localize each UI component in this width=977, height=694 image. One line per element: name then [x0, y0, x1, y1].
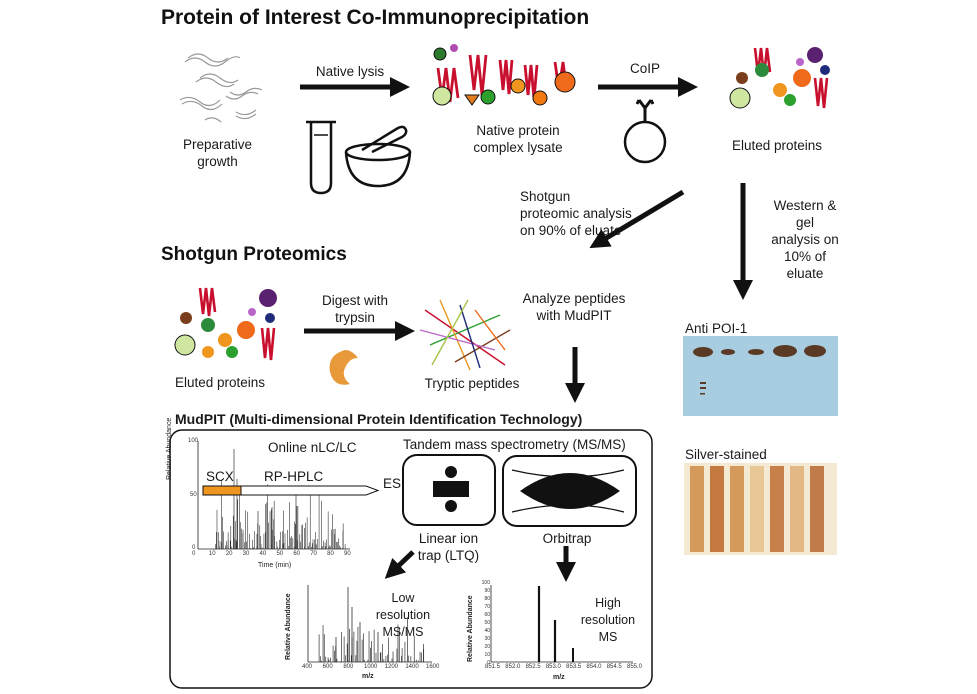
high-y-tick: 80 — [484, 596, 490, 602]
chrom-xticks: 0 10 20 30 40 50 60 70 80 90 — [192, 551, 351, 559]
chrom-x-tick: 20 — [225, 551, 233, 557]
eluted-proteins-top-icon — [729, 47, 830, 109]
arrow-low-res — [384, 550, 415, 579]
arrow-shotgun — [589, 189, 685, 249]
linear-ion-trap — [402, 454, 496, 526]
western-label: Western & gel analysis on 10% of eluate — [771, 198, 839, 281]
scx-label: SCX — [206, 469, 234, 484]
protein-complex-icon — [432, 44, 576, 106]
native-lysate-label: Native protein complex lysate — [473, 123, 563, 155]
high-x-tick: 854.0 — [586, 664, 602, 670]
silver-label: Silver-stained — [685, 447, 767, 462]
high-y-tick: 50 — [484, 620, 490, 626]
chrom-ytick-50: 50 — [190, 492, 197, 498]
eluted-proteins-mid-icon — [174, 287, 277, 361]
chrom-x-tick: 80 — [327, 551, 334, 557]
silver-gel-lanes — [690, 466, 824, 552]
high-res-label: High resolution MS — [580, 596, 636, 644]
chrom-x-tick: 0 — [192, 551, 196, 557]
low-x-tick: 800 — [343, 664, 354, 670]
rphplc-column — [240, 485, 380, 496]
shotgun-title: Shotgun Proteomics — [161, 244, 347, 265]
chrom-x-tick: 40 — [259, 551, 267, 557]
high-x-tick: 853.5 — [566, 664, 582, 670]
low-x-tick: 1600 — [426, 664, 440, 670]
chrom-ylabel: Relative Abundance — [166, 417, 173, 480]
high-x-tick: 852.0 — [505, 664, 521, 670]
coip-label: CoIP — [629, 61, 660, 76]
orbitrap — [502, 455, 637, 527]
high-yticks: 100 90 80 70 60 50 40 30 20 10 0 — [478, 580, 490, 666]
high-x-tick: 852.5 — [525, 664, 541, 670]
high-x-tick: 853.0 — [545, 664, 561, 670]
mortar-pestle-icon — [344, 125, 412, 188]
chrom-x-tick: 70 — [310, 551, 317, 557]
low-ylabel: Relative Abundance — [285, 593, 292, 660]
high-y-tick: 100 — [481, 580, 490, 586]
low-x-tick: 1200 — [384, 664, 399, 670]
chrom-x-tick: 50 — [276, 551, 284, 557]
high-y-tick: 30 — [484, 636, 490, 642]
low-x-tick: 1000 — [364, 664, 378, 670]
high-xlabel: m/z — [553, 674, 565, 681]
chrom-ytick-0: 0 — [192, 545, 196, 551]
trypsin-icon — [329, 350, 358, 385]
low-res-spectrum — [307, 585, 432, 663]
online-lc-label: Online nLC/LC — [268, 440, 357, 455]
rphplc-label: RP-HPLC — [264, 469, 324, 484]
preparative-label: Preparative growth — [182, 137, 253, 169]
linear-ion-trap-label: Linear ion trap (LTQ) — [417, 531, 480, 563]
chrom-ytick-100: 100 — [188, 438, 199, 444]
mudpit-title: MudPIT (Multi-dimensional Protein Identi… — [175, 411, 583, 427]
orbitrap-label: Orbitrap — [542, 531, 592, 546]
antibody-bead-icon — [623, 99, 667, 164]
high-y-tick: 40 — [484, 628, 490, 634]
chrom-x-tick: 30 — [242, 551, 250, 557]
chromatogram-plot — [197, 441, 350, 550]
digest-label: Digest with trypsin — [321, 293, 389, 325]
high-y-tick: 90 — [484, 588, 490, 594]
high-x-tick: 851.5 — [485, 664, 501, 670]
esi-label: ESI — [383, 476, 405, 491]
low-xlabel: m/z — [362, 673, 374, 680]
high-y-tick: 10 — [484, 652, 490, 658]
high-y-tick: 70 — [484, 604, 490, 610]
low-x-tick: 400 — [302, 664, 313, 670]
chrom-x-tick: 10 — [208, 551, 216, 557]
anti-poi-label: Anti POI-1 — [685, 321, 748, 336]
chrom-xlabel: Time (min) — [258, 562, 292, 569]
coip-title: Protein of Interest Co-Immunoprecipitati… — [161, 6, 590, 29]
western-bands — [693, 345, 826, 395]
native-lysis-label: Native lysis — [315, 64, 385, 79]
chrom-x-tick: 90 — [344, 551, 351, 557]
high-xticks: 851.5 852.0 852.5 853.0 853.5 854.0 854.5 855.0 — [485, 664, 642, 672]
mudpit-box — [169, 429, 653, 689]
low-x-tick: 1400 — [405, 664, 419, 670]
high-ylabel: Relative Abundance — [467, 595, 474, 662]
high-x-tick: 854.5 — [606, 664, 622, 670]
tryptic-label: Tryptic peptides — [424, 376, 520, 391]
eluted-mid-label: Eluted proteins — [174, 375, 266, 390]
high-x-tick: 855.0 — [627, 664, 643, 670]
high-res-spectrum — [490, 585, 633, 663]
eluted-top-label: Eluted proteins — [731, 138, 823, 153]
chrom-x-tick: 60 — [293, 551, 301, 557]
high-y-tick: 60 — [484, 612, 490, 618]
tandem-label: Tandem mass spectrometry (MS/MS) — [403, 437, 626, 452]
bacteria-icon — [179, 53, 263, 123]
tryptic-peptides-icon — [419, 299, 511, 371]
low-xticks: 400 600 800 1000 1200 1400 1600 — [302, 664, 439, 672]
low-x-tick: 600 — [322, 664, 333, 670]
high-y-tick: 0 — [487, 660, 490, 666]
high-y-tick: 20 — [484, 644, 490, 650]
test-tube-icon — [306, 120, 336, 195]
analyze-label: Analyze peptides with MudPIT — [522, 291, 626, 323]
scx-column — [202, 485, 242, 496]
low-res-label: Low resolution MS/MS — [375, 591, 431, 639]
